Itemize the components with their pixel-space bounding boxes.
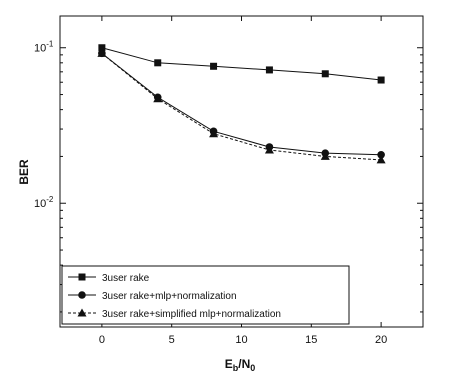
y-tick-label: 10-2 xyxy=(34,195,54,210)
legend: 3user rake 3user rake+mlp+normalization 3u… xyxy=(62,266,349,324)
x-tick-label: 20 xyxy=(375,334,387,346)
square-marker xyxy=(322,70,329,77)
y-axis-title: BER xyxy=(17,159,31,185)
x-tick-label: 0 xyxy=(99,334,105,346)
series-3 xyxy=(97,49,385,164)
square-marker xyxy=(79,274,86,281)
x-tick-label: 10 xyxy=(235,334,247,346)
series-1 xyxy=(98,44,384,83)
x-tick-label: 5 xyxy=(169,334,175,346)
series-line xyxy=(102,48,381,80)
square-marker xyxy=(378,77,385,84)
series-layer xyxy=(97,44,385,163)
series-line xyxy=(102,53,381,160)
legend-label: 3user rake+mlp+normalization xyxy=(102,291,237,302)
square-marker xyxy=(210,63,217,70)
legend-label: 3user rake+simplified mlp+normalization xyxy=(102,309,281,320)
square-marker xyxy=(266,66,273,73)
square-marker xyxy=(154,59,161,66)
x-axis-title: Eb/N0 xyxy=(225,357,256,373)
y-tick-label: 10-1 xyxy=(34,40,54,55)
x-tick-label: 15 xyxy=(305,334,317,346)
legend-label: 3user rake xyxy=(102,273,150,284)
circle-marker xyxy=(78,291,86,299)
